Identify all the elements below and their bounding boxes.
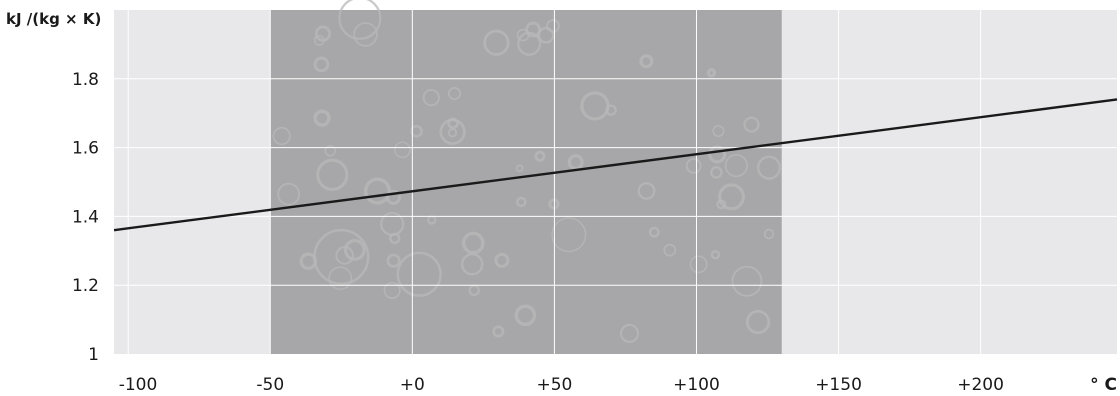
x-axis-label: ° C	[1090, 375, 1117, 395]
texture-bubble	[447, 86, 462, 101]
texture-bubble	[710, 250, 721, 260]
x-tick-label: -50	[256, 375, 284, 395]
texture-bubble	[689, 255, 708, 274]
texture-bubble	[380, 211, 405, 237]
texture-bubble	[386, 253, 401, 268]
texture-bubble	[648, 226, 660, 238]
x-tick-label: +200	[957, 375, 1004, 395]
texture-bubble	[328, 266, 353, 291]
texture-bubble	[706, 68, 717, 78]
texture-bubble	[343, 239, 366, 261]
texture-bubble	[396, 251, 442, 297]
texture-bubble	[551, 217, 587, 253]
texture-bubble	[460, 252, 484, 276]
texture-bubble	[492, 325, 505, 338]
texture-bubble	[718, 183, 745, 211]
band-texture	[272, 0, 782, 343]
texture-bubble	[313, 56, 330, 73]
highlight-band	[270, 10, 782, 354]
texture-bubble	[515, 164, 524, 173]
texture-bubble	[745, 309, 771, 335]
texture-bubble	[314, 25, 332, 42]
texture-bubble	[316, 158, 349, 191]
x-tick-label: +150	[815, 375, 862, 395]
y-tick-label: 1.8	[72, 70, 99, 90]
texture-bubble	[637, 182, 656, 200]
texture-bubble	[313, 34, 325, 46]
texture-bubble	[394, 141, 411, 159]
texture-bubble	[353, 22, 378, 47]
texture-bubble	[277, 182, 301, 206]
x-tick-label: -100	[119, 375, 158, 395]
texture-bubble	[743, 116, 760, 133]
y-tick-label: 1	[88, 345, 99, 365]
texture-bubble	[580, 91, 610, 121]
x-axis-ticks: -100 -50 +0 +50 +100 +150 +200	[119, 375, 1004, 395]
texture-bubble	[338, 0, 382, 40]
texture-bubble	[494, 252, 510, 268]
y-tick-label: 1.4	[72, 207, 99, 227]
texture-bubble	[483, 29, 510, 56]
y-tick-label: 1.6	[72, 139, 99, 159]
y-axis-label: kJ /(kg × K)	[6, 10, 101, 28]
texture-bubble	[756, 155, 782, 180]
series-group	[113, 98, 1118, 232]
y-tick-label: 1.2	[72, 276, 99, 296]
texture-bubble	[663, 243, 677, 257]
texture-bubble	[724, 153, 748, 178]
texture-bubble	[525, 21, 542, 38]
x-tick-label: +0	[400, 375, 425, 395]
texture-bubble	[335, 246, 354, 265]
texture-bubble	[567, 154, 584, 171]
y-axis-ticks: 1 1.2 1.4 1.6 1.8	[72, 70, 99, 365]
texture-bubble	[272, 126, 291, 146]
texture-bubble	[619, 323, 640, 343]
texture-bubble	[537, 26, 555, 44]
texture-bubble	[639, 54, 654, 69]
x-tick-label: +50	[536, 375, 572, 395]
texture-bubble	[731, 265, 763, 297]
texture-bubble	[685, 157, 702, 174]
texture-bubble	[716, 199, 727, 210]
texture-bubble	[313, 228, 370, 286]
texture-bubble	[461, 231, 485, 255]
texture-bubble	[422, 88, 440, 107]
texture-bubble	[763, 228, 775, 240]
texture-bubble	[468, 284, 480, 297]
texture-bubble	[324, 145, 337, 157]
texture-bubble	[710, 166, 723, 179]
texture-bubble	[363, 177, 391, 205]
texture-bubble	[514, 304, 537, 327]
texture-bubble	[712, 124, 725, 138]
texture-bubble	[447, 128, 458, 138]
x-tick-label: +100	[673, 375, 720, 395]
texture-bubble	[410, 124, 423, 138]
texture-bubble	[534, 150, 546, 162]
texture-bubble	[383, 281, 401, 299]
texture-bubble	[516, 196, 527, 208]
texture-bubble	[708, 145, 727, 164]
texture-bubble	[439, 118, 466, 145]
series-line	[113, 98, 1118, 232]
texture-bubble	[313, 109, 331, 127]
grid	[114, 10, 1117, 354]
